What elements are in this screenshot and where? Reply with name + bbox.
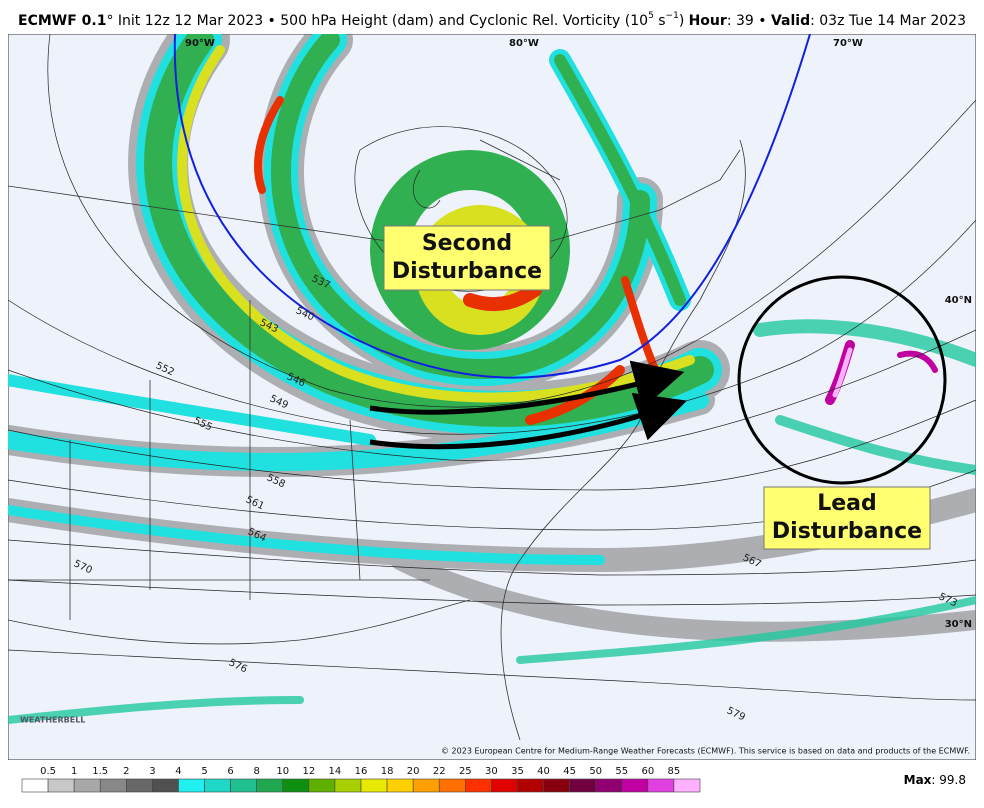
annotation-box [763, 486, 931, 550]
model: ECMWF 0.1 [18, 13, 106, 29]
lead-circle [737, 275, 947, 485]
copyright: © 2023 European Centre for Medium-Range … [441, 747, 970, 756]
colorbar-label: 35 [511, 766, 524, 777]
max-key: Max [904, 773, 932, 787]
annotation-line: Second [422, 231, 512, 256]
colorbar-swatch [334, 778, 362, 793]
height-contours [8, 34, 976, 701]
geo-label: 30°N [945, 619, 972, 630]
unit-exponent: −1 [666, 11, 679, 21]
annotation-line: Disturbance [392, 259, 542, 284]
exponent: 5 [648, 11, 654, 21]
annotation-box [383, 225, 551, 291]
colorbar-label: 12 [302, 766, 315, 777]
header-valid: Hour: 39 • Valid: 03z Tue 14 Mar 2023 [689, 13, 966, 29]
header-title: ECMWF 0.1° Init 12z 12 Mar 2023 • 500 hP… [18, 11, 684, 30]
valid-label: Valid [771, 13, 810, 29]
max-label: Max: 99.8 [904, 773, 966, 787]
colorbar-swatch [282, 778, 310, 793]
arrows [369, 360, 687, 450]
map: 5375405435465495525555585615645675705735… [8, 34, 976, 760]
colorbar-label: 2 [123, 766, 129, 777]
colorbar-swatch [412, 778, 440, 793]
geo-labels: 90°W 80°W 70°W 40°N 30°N [185, 38, 972, 630]
colorbar-swatch [360, 778, 388, 793]
colorbar-label: 60 [641, 766, 654, 777]
colorbar-swatch [152, 778, 179, 793]
geo-label: 70°W [833, 38, 863, 49]
colorbar-label: 30 [485, 766, 498, 777]
annotation-line: Lead [817, 491, 877, 516]
colorbar-label: 20 [407, 766, 420, 777]
hour-value: : 39 • [727, 13, 771, 29]
colorbar-label: 45 [563, 766, 576, 777]
colorbar-label: 1.5 [92, 766, 108, 777]
colorbar-swatch [569, 778, 596, 793]
colorbar-swatch [621, 778, 649, 793]
contour-540-highlight [173, 34, 811, 379]
colorbar-swatch [230, 778, 257, 793]
colorbar-label: 0.5 [40, 766, 56, 777]
colorbar-swatch [595, 778, 623, 793]
colorbar-swatch [21, 778, 49, 793]
colorbar-swatch [438, 778, 466, 793]
colorbar-swatch [386, 778, 414, 793]
colorbar-swatch [517, 778, 544, 793]
description: ° Init 12z 12 Mar 2023 • 500 hPa Height … [106, 13, 648, 29]
colorbar-label: 22 [433, 766, 446, 777]
colorbar-label: 5 [201, 766, 207, 777]
hour-label: Hour [689, 13, 727, 29]
colorbar-swatch [99, 778, 127, 793]
closing: ) [679, 13, 684, 29]
geo-label: 80°W [509, 38, 539, 49]
unit: s [654, 13, 666, 29]
colorbar-label: 25 [459, 766, 472, 777]
colorbar-swatch [47, 778, 75, 793]
colorbar-swatch [647, 778, 675, 793]
colorbar-label: 6 [227, 766, 233, 777]
colorbar-label: 16 [355, 766, 368, 777]
geo-label: 90°W [185, 38, 215, 49]
colorbar-label: 18 [381, 766, 394, 777]
geo-label: 40°N [945, 295, 972, 306]
colorbar-swatch [204, 778, 231, 793]
colorbar-label: 4 [175, 766, 181, 777]
colorbar-label: 55 [615, 766, 628, 777]
colorbar-label: 50 [589, 766, 602, 777]
valid-value: : 03z Tue 14 Mar 2023 [810, 13, 966, 29]
colorbar-swatch [126, 778, 153, 793]
colorbar-swatch [673, 778, 701, 793]
colorbar-label: 14 [329, 766, 342, 777]
colorbar-swatch [178, 778, 205, 793]
colorbar-swatch [73, 778, 101, 793]
max-value: : 99.8 [931, 773, 966, 787]
logo: WEATHERBELL [20, 716, 85, 725]
colorbar-label: 85 [668, 766, 681, 777]
annotation-line: Disturbance [772, 519, 922, 544]
colorbar-label: 3 [149, 766, 155, 777]
colorbar-label: 1 [71, 766, 77, 777]
colorbar-swatch [308, 778, 336, 793]
colorbar-swatch [256, 778, 284, 793]
colorbar-swatch [543, 778, 570, 793]
colorbar-label: 40 [537, 766, 550, 777]
colorbar-swatch [491, 778, 518, 793]
colorbar: 0.5 1 1.5 2 3 4 5 6 8 10 12 14 16 18 20 22 25 30 35 40 45 50 5… [21, 766, 701, 793]
colorbar-swatch [465, 778, 492, 793]
colorbar-label: 8 [254, 766, 260, 777]
colorbar-label: 10 [276, 766, 289, 777]
